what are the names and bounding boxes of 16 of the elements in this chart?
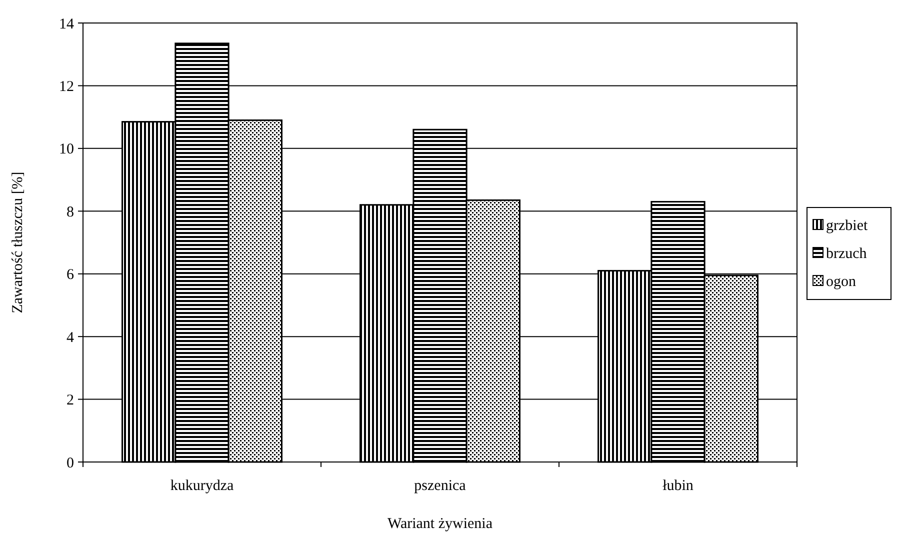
y-tick-label: 2 xyxy=(66,392,74,409)
y-tick-label: 12 xyxy=(59,78,74,95)
y-tick-label: 10 xyxy=(59,142,74,158)
legend-label: grzbiet xyxy=(826,218,868,234)
x-axis-title: Wariant żywienia xyxy=(388,516,493,532)
y-tick-label: 4 xyxy=(66,330,74,346)
y-tick-label: 14 xyxy=(59,16,74,32)
x-tick-label: pszenica xyxy=(414,478,466,494)
legend-label: ogon xyxy=(826,274,856,290)
y-tick-label: 0 xyxy=(66,455,74,472)
y-tick-label: 8 xyxy=(66,204,74,220)
y-axis-title: Zawartość tłuszczu [%] xyxy=(10,172,26,314)
x-tick-label: kukurydza xyxy=(170,478,234,494)
x-tick-label: łubin xyxy=(662,478,694,494)
y-tick-label: 6 xyxy=(66,267,74,284)
legend-label: brzuch xyxy=(826,246,868,262)
